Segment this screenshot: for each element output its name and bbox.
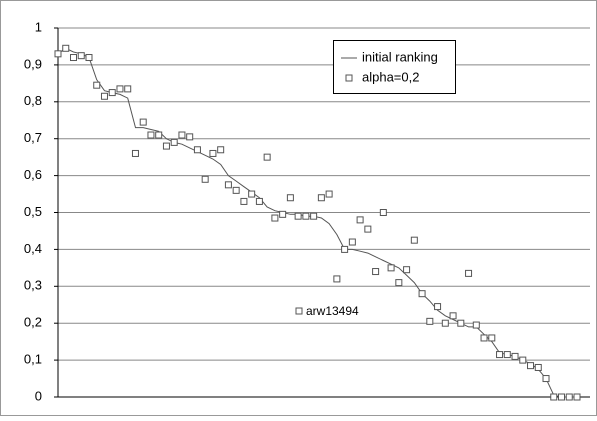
y-tick-label: 0,2 [24,315,42,330]
scatter-point [395,279,403,287]
scatter-point [224,181,232,189]
scatter-point [379,209,387,216]
scatter-point [403,266,411,274]
legend-symbol [345,74,353,82]
scatter-point [480,334,488,342]
scatter-point [441,319,449,327]
scatter-point [100,92,108,100]
scatter-point [310,212,318,220]
scatter-point [147,131,155,139]
annotation-marker [295,307,303,315]
scatter-point [217,146,225,154]
scatter-point [62,44,70,52]
scatter-point [418,290,426,298]
scatter-point [449,312,457,320]
y-tick-label: 0 [35,388,42,403]
scatter-point [527,362,535,370]
scatter-point [248,190,256,198]
scatter-point [503,351,511,359]
scatter-point [69,54,77,62]
y-tick-label: 1 [35,19,42,34]
y-tick-label: 0,9 [24,56,42,71]
scatter-point [170,138,178,146]
scatter-point [333,275,341,283]
legend-label: alpha=0,2 [362,69,419,84]
y-tick-label: 0,1 [24,352,42,367]
scatter-point [364,225,372,233]
scatter-point [186,133,194,141]
y-tick-label: 0,4 [24,241,42,256]
scatter-point [108,89,116,97]
scatter-point [410,236,418,244]
scatter-point [178,131,186,139]
scatter-point [302,212,310,220]
scatter-point [488,334,496,342]
scatter-point [279,210,287,218]
scatter-point [325,190,333,198]
scatter-point [465,269,473,277]
scatter-point [496,351,504,359]
y-tick-label: 0,8 [24,93,42,108]
scatter-point [356,216,364,224]
y-tick-label: 0,7 [24,130,42,145]
y-tick-label: 0,5 [24,204,42,219]
scatter-point [558,393,566,401]
scatter-point [139,118,147,126]
legend: initial ranking alpha=0,2 [333,40,456,94]
scatter-point [519,356,527,364]
scatter-point [162,142,170,150]
scatter-point [426,317,434,325]
legend-box [333,40,456,94]
scatter-point [131,149,139,157]
scatter-point [155,131,163,139]
scatter-point [85,54,93,62]
y-tick-label: 0,6 [24,167,42,182]
scatter-point [209,149,217,157]
scatter-point [77,52,85,60]
annotation: arw13494 [306,304,359,318]
scatter-point [372,268,380,276]
scatter-point [565,393,573,401]
scatter-point [534,363,542,371]
scatter-point [93,81,101,89]
scatter-point [511,352,519,360]
legend-label: initial ranking [362,49,438,64]
scatter-point [341,245,349,253]
scatter-point [550,393,558,401]
scatter-point [232,186,240,194]
scatter-point [434,303,442,311]
scatter-point [263,153,271,161]
scatter-point [286,194,294,202]
y-tick-label: 0,3 [24,278,42,293]
scatter-point [271,214,279,222]
scatter-point [317,194,325,202]
scatter-point [294,212,302,220]
scatter-point [457,319,465,327]
scatter-point [542,375,550,383]
scatter-point [348,238,356,246]
scatter-point [240,197,248,205]
scatter-point [472,321,480,329]
scatter-point [124,85,132,93]
scatter-point [116,85,124,93]
scatter-point [573,393,581,401]
scatter-point [255,197,263,205]
scatter-point [387,264,395,272]
scatter-point [201,175,209,183]
scatter-point [54,50,62,58]
scatter-point [193,146,201,154]
